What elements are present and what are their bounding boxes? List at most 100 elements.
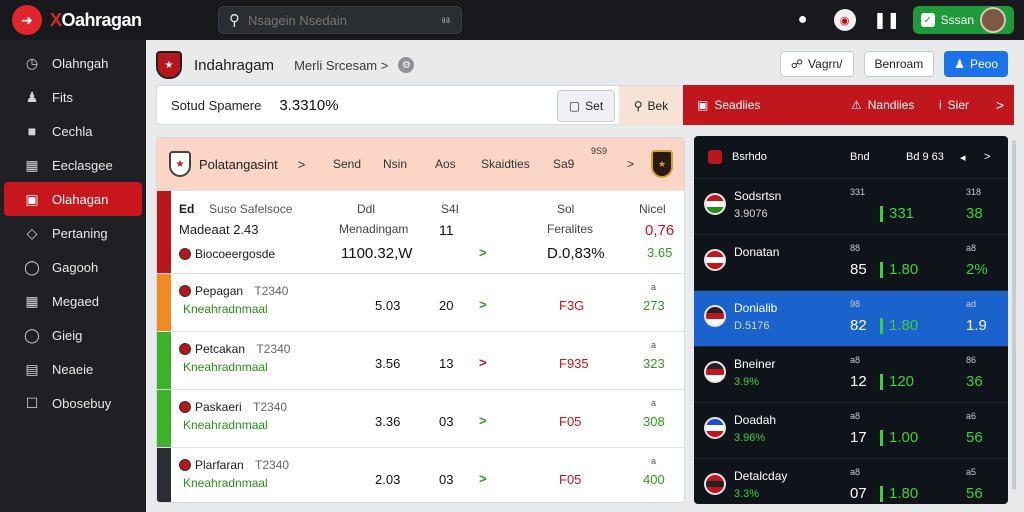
row-value: 3.36 [375, 414, 401, 429]
col-a-label: Ddl [357, 202, 376, 216]
chevron-left-icon[interactable]: ◂ [960, 151, 966, 164]
sidebar-item-3[interactable]: ▦ Eeclasgee [4, 148, 142, 182]
bet-tab-button[interactable]: ⚲ Bek [619, 86, 683, 125]
chevron-right-icon[interactable]: > [297, 156, 306, 172]
breadcrumb[interactable]: Merli Srcesam > [294, 57, 389, 73]
odds-value-button[interactable]: 1.80 [880, 317, 918, 334]
club-badge-icon[interactable]: ◉ [829, 4, 861, 36]
settings-icon[interactable]: ⚙ [398, 57, 415, 73]
odds-last-value[interactable]: 2% [966, 261, 988, 278]
header-mini-label: 9S9 [591, 146, 608, 156]
sidebar-item-2[interactable]: ■ Cechla [4, 114, 142, 148]
odds-row[interactable]: Sodsrtsn 3.9076 331 331 318 38 [694, 178, 1008, 234]
top-bar: ➜ XOahragan ⚲ ⎂ ● ◉ ❚❚ ✓ Sssan [0, 0, 1024, 40]
info-icon[interactable]: ● [797, 11, 808, 28]
table-row[interactable]: Paskaeri T2340 Kneahradnmaal 3.36 03 > F05 a 30… [157, 389, 684, 447]
odds-value-button[interactable]: 120 [880, 373, 914, 390]
odds-last-value[interactable]: 56 [966, 429, 983, 446]
odds-small-label-2: 86 [966, 355, 977, 365]
team-name: Pepagan T2340 [179, 284, 288, 298]
row-value: 5.03 [375, 298, 401, 313]
odds-value-button[interactable]: 1.00 [880, 429, 918, 446]
sidebar-item-6[interactable]: ◯ Gagooh [4, 250, 142, 284]
odds-team-name: Sodsrtsn [734, 189, 782, 203]
odds-bar [880, 317, 883, 334]
page-header: ★ Indahragam Merli Srcesam > ⚙ [156, 48, 415, 82]
promo-item-1[interactable]: ▣ Seadiies [697, 98, 761, 112]
sidebar-item-7[interactable]: ▦ Megaed [4, 284, 142, 318]
odds-team-name: Donialib [734, 301, 778, 315]
odds-row[interactable]: Doadah 3.96% a8 17 1.00 a6 56 [694, 402, 1008, 458]
scrollbar[interactable] [1012, 140, 1016, 490]
chevron-right-icon[interactable]: > [995, 97, 1004, 113]
odds-bar [880, 205, 883, 222]
sidebar-item-9[interactable]: ▤ Neaeie [4, 352, 142, 386]
vapn-button[interactable]: ☍ Vagrn/ [779, 51, 854, 77]
sidebar-item-0[interactable]: ◷ Olahngah [4, 46, 142, 80]
app-logo[interactable]: ➜ XOahragan [12, 5, 212, 35]
search-box[interactable]: ⚲ ⎂ [218, 6, 462, 34]
odds-small-label: 331 [850, 187, 866, 197]
sidebar-item-1[interactable]: ♟ Fits [4, 80, 142, 114]
col-sa9[interactable]: Sa9 [553, 157, 575, 171]
arrow-right-icon[interactable]: > [479, 413, 487, 428]
bet-button[interactable]: ✓ Sssan [912, 6, 1014, 34]
odds-small-label-2: 318 [966, 187, 982, 197]
promo-item-2[interactable]: ⚠ Nandiies [851, 98, 915, 112]
chevron-right-icon[interactable]: > [984, 151, 991, 163]
col-send[interactable]: Send [333, 157, 362, 171]
peoo-button[interactable]: ♟ Peoo [944, 51, 1008, 77]
odds-small-label: a8 [850, 411, 861, 421]
row-value: 2.03 [375, 472, 401, 487]
col-c-label: Sol [557, 202, 575, 216]
promo-bar: ▣ Seadiies ⚠ Nandiies i Sier > [683, 85, 1014, 125]
sidebar-item-5[interactable]: ◇ Pertaning [4, 216, 142, 250]
set-button[interactable]: ▢ Set [557, 90, 615, 122]
odds-big-value: 12 [850, 373, 867, 390]
odds-last-value[interactable]: 36 [966, 373, 983, 390]
club-crest-icon: ★ [651, 150, 673, 178]
avatar[interactable] [980, 7, 1006, 33]
sidebar-item-8[interactable]: ◯ Gieig [4, 318, 142, 352]
team-sub: Kneahradnmaal [183, 360, 268, 374]
search-input[interactable] [248, 12, 441, 28]
promo-item-3[interactable]: i Sier [939, 98, 970, 112]
list-icon: ▤ [25, 360, 39, 377]
odds-value-button[interactable]: 331 [880, 205, 914, 222]
app-name: XOahragan [50, 9, 142, 30]
table-row[interactable]: Plarfaran T2340 Kneahradnmaal 2.03 03 > F05 a 4… [157, 447, 684, 502]
sidebar-item-4[interactable]: ▣ Olahagan [4, 182, 142, 216]
col-skaidties[interactable]: Skaidties [481, 157, 530, 171]
table-title: Polatangasint [199, 156, 278, 172]
odds-row[interactable]: Donatan 88 85 1.80 a8 2% [694, 234, 1008, 290]
odds-panel: Bsrhdo Bnd Bd 9 63 ◂ > Sodsrtsn 3.9076 331… [694, 136, 1008, 504]
odds-value-button[interactable]: 1.80 [880, 261, 918, 278]
table-row[interactable]: Pepagan T2340 Kneahradnmaal 5.03 20 > F3G a 273 [157, 273, 684, 331]
odds-row[interactable]: Bneiner 3.9% a8 12 120 86 36 [694, 346, 1008, 402]
col-aos[interactable]: Aos [435, 157, 456, 171]
sidebar-item-10[interactable]: ☐ Obosebuy [4, 386, 142, 420]
odds-row[interactable]: Detalcday 3.3% a8 07 1.80 a5 56 [694, 458, 1008, 504]
arrow-right-icon[interactable]: > [479, 355, 487, 370]
featured-row[interactable]: Ed Suso Safelsoce Madeaat 2.43 Biocoeerg… [157, 190, 684, 273]
odds-last-value[interactable]: 38 [966, 205, 983, 222]
odds-last-value[interactable]: 56 [966, 485, 983, 502]
row-num: 13 [439, 356, 454, 371]
stats-label: Sotud Spamere [171, 97, 262, 113]
table-header: ★ Polatangasint > Send Nsin Aos Skaidtie… [157, 138, 684, 190]
sidebar-item-label: Olahngah [52, 55, 109, 71]
table-row[interactable]: Petcakan T2340 Kneahradnmaal 3.56 13 > F935 a 3… [157, 331, 684, 389]
col-nsin[interactable]: Nsin [383, 157, 408, 171]
odds-row[interactable]: Donialib D.5176 98 82 1.80 ad 1.9 [694, 290, 1008, 346]
arrow-right-icon[interactable]: > [479, 471, 487, 486]
chevron-right-icon[interactable]: > [627, 157, 635, 171]
pause-icon[interactable]: ❚❚ [873, 12, 901, 29]
odds-last-value[interactable]: 1.9 [966, 317, 987, 334]
mic-icon[interactable]: ⎂ [440, 12, 451, 27]
col-a-sub: Menadingam [339, 222, 409, 236]
benroam-button[interactable]: Benroam [863, 51, 935, 77]
arrow-right-icon[interactable]: > [479, 297, 487, 312]
logo-icon: ➜ [12, 5, 42, 35]
clock-icon: ◷ [25, 54, 39, 71]
odds-value-button[interactable]: 1.80 [880, 485, 918, 502]
